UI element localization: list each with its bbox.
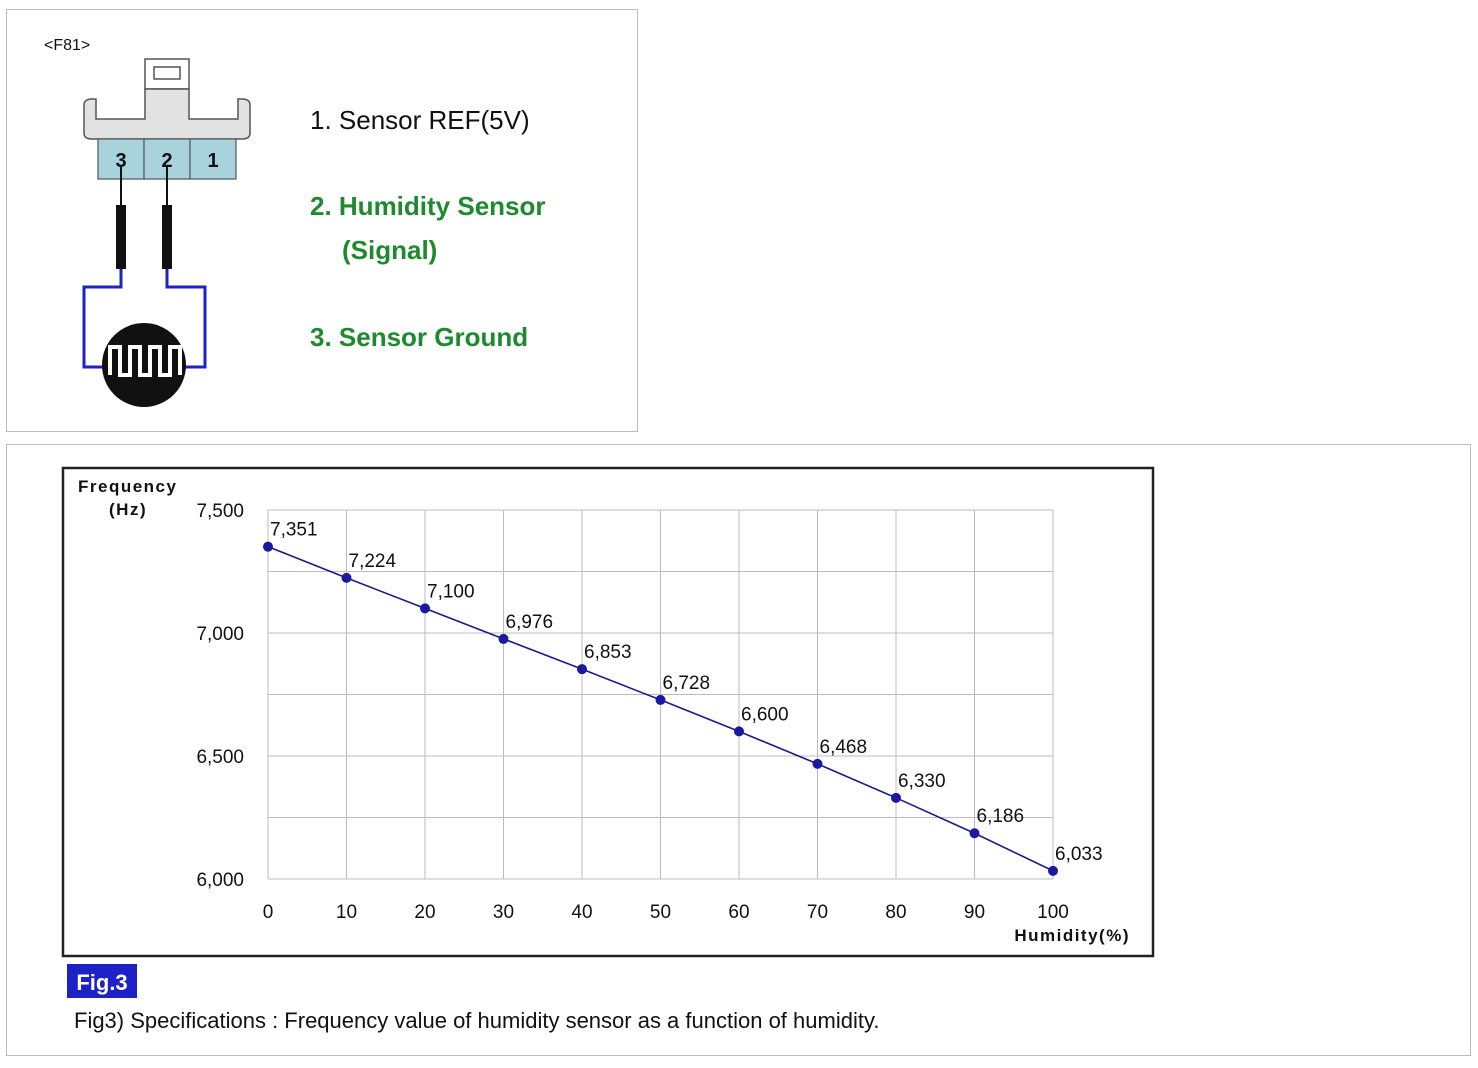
humidity-sensor-icon (102, 323, 186, 407)
data-points (263, 541, 1058, 876)
data-point (498, 633, 509, 644)
x-tick-label: 60 (728, 902, 749, 923)
data-point (734, 726, 744, 737)
y-axis-label-line1: Frequency (78, 477, 177, 496)
data-label: 6,468 (820, 737, 868, 758)
y-tick-label: 7,500 (196, 501, 244, 522)
pin-3-description: 3. Sensor Ground (310, 322, 529, 352)
data-label: 7,224 (349, 551, 397, 572)
data-label: 6,728 (663, 673, 711, 694)
data-label: 6,330 (898, 771, 946, 792)
data-label: 6,853 (584, 642, 632, 663)
data-point (1048, 865, 1058, 876)
connector-housing (83, 88, 251, 140)
data-point (577, 664, 587, 675)
x-tick-label: 10 (336, 902, 357, 923)
y-tick-label: 6,500 (196, 747, 244, 768)
x-tick-label: 50 (650, 902, 671, 923)
x-axis-label: Humidity(%) (1014, 926, 1130, 945)
x-tick-label: 80 (885, 902, 906, 923)
figure-caption: Fig3) Specifications : Frequency value o… (74, 1008, 880, 1033)
y-tick-label: 6,000 (196, 870, 244, 891)
y-axis-label-line2: (Hz) (109, 500, 147, 519)
y-tick-label: 7,000 (196, 624, 244, 645)
data-label: 6,033 (1055, 844, 1103, 865)
connector-latch-slot (153, 66, 181, 80)
data-label: 7,100 (427, 581, 475, 602)
data-label: 6,976 (506, 612, 554, 633)
pin-number-3: 3 (115, 150, 126, 172)
data-point (341, 572, 352, 583)
data-point (655, 694, 666, 705)
pin-cell-1 (189, 138, 237, 180)
connector-id-label: <F81> (44, 37, 91, 54)
pin-2-description: 2. Humidity Sensor (310, 191, 546, 221)
data-point (969, 828, 980, 839)
data-point (263, 541, 273, 552)
x-tick-label: 100 (1037, 902, 1069, 923)
chart-grid (267, 509, 1054, 880)
pin-2-description-signal: (Signal) (342, 235, 438, 265)
x-tick-label: 20 (414, 902, 435, 923)
square-wave-icon (108, 345, 182, 377)
data-label: 6,186 (977, 806, 1025, 827)
data-labels: 7,351 7,224 7,100 6,976 6,853 6,728 6,600 6,468… (270, 520, 1103, 865)
wire-signal-loop (165, 269, 207, 369)
wire-sleeve-2 (162, 205, 172, 269)
figure-badge: Fig.3 (67, 964, 137, 998)
connector-diagram: 3 2 1 (82, 58, 251, 407)
x-tick-label: 40 (571, 902, 592, 923)
x-tick-label: 0 (263, 902, 274, 923)
x-tick-label: 30 (493, 902, 514, 923)
data-point (891, 792, 901, 803)
data-label: 7,351 (270, 520, 318, 541)
pin-number-1: 1 (207, 150, 218, 172)
data-point (812, 758, 823, 769)
x-tick-label: 90 (964, 902, 985, 923)
data-point (420, 603, 430, 614)
pin-number-2: 2 (161, 150, 172, 172)
y-axis-ticks: 7,500 7,000 6,500 6,000 (196, 501, 244, 891)
pin-1-description: 1. Sensor REF(5V) (310, 105, 530, 135)
data-label: 6,600 (741, 704, 789, 725)
chart-frame (61, 466, 1155, 958)
x-axis-ticks: 0 10 20 30 40 50 60 70 80 90 100 (263, 902, 1069, 923)
wire-sleeve-3 (116, 205, 126, 269)
wire-ground-loop (82, 269, 123, 369)
x-tick-label: 70 (807, 902, 828, 923)
